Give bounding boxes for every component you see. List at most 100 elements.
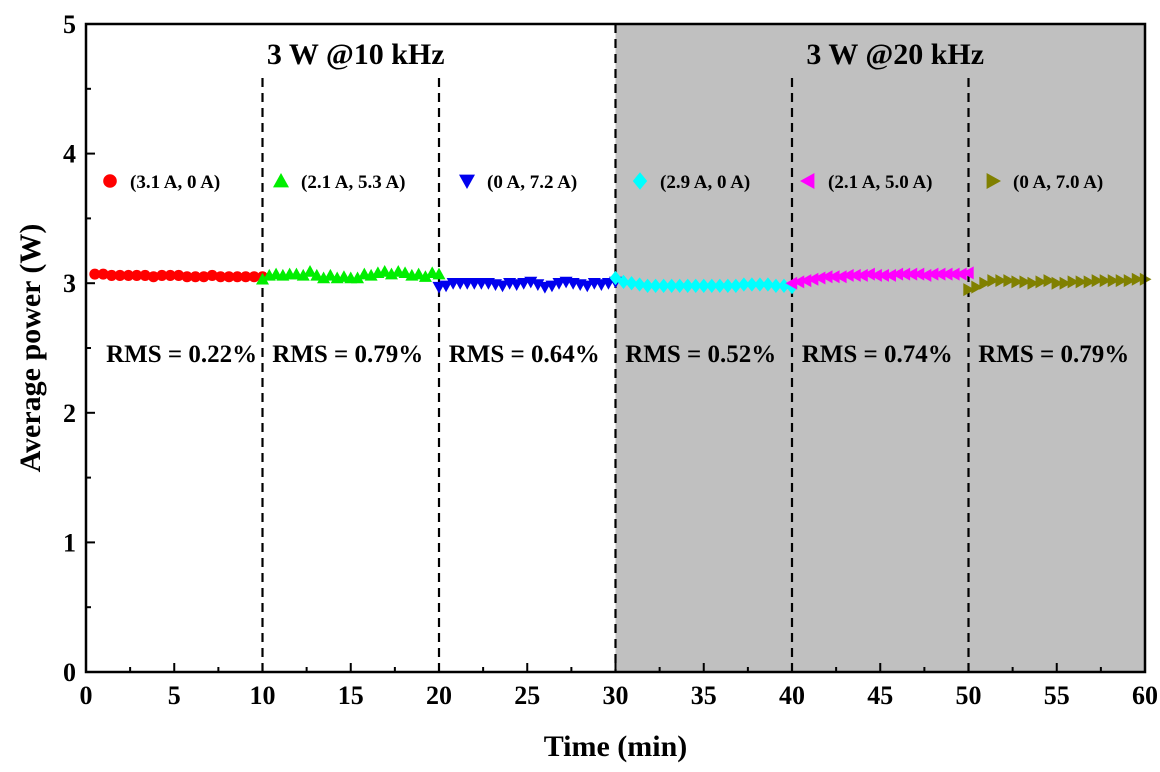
rms-label: RMS = 0.64% (449, 341, 600, 368)
data-point (926, 267, 939, 281)
x-tick-label: 25 (514, 681, 540, 710)
data-point (785, 276, 798, 290)
data-point (1059, 276, 1072, 290)
x-tick-label: 40 (779, 681, 805, 710)
data-point (649, 278, 662, 293)
data-point (439, 280, 453, 293)
data-point (820, 270, 833, 284)
data-point (412, 267, 426, 280)
data-point (987, 274, 1000, 288)
x-tick-label: 60 (1132, 681, 1158, 710)
data-point (1051, 276, 1064, 290)
data-point (962, 266, 974, 280)
data-point (1067, 275, 1080, 289)
data-point (1035, 275, 1048, 289)
data-point (940, 267, 953, 281)
data-point (673, 278, 686, 293)
legend-label: (2.1 A, 5.3 A) (301, 172, 406, 193)
data-point (296, 268, 310, 281)
data-point (1027, 276, 1040, 290)
shaded-region-20khz (615, 24, 1145, 672)
data-point (799, 274, 812, 288)
x-tick-label: 15 (338, 681, 364, 710)
y-tick-label: 5 (63, 10, 76, 39)
rms-label: RMS = 0.79% (978, 341, 1129, 368)
legend-marker (273, 173, 289, 188)
legend-marker (103, 174, 117, 188)
x-tick-label: 5 (168, 681, 181, 710)
x-axis-title: Time (min) (544, 730, 688, 763)
x-tick-label: 35 (691, 681, 717, 710)
y-axis-title: Average power (W) (14, 224, 47, 473)
y-tick-label: 1 (63, 528, 76, 557)
data-point (713, 278, 726, 293)
data-point (762, 277, 774, 292)
data-point (240, 271, 252, 283)
legend-label: (2.1 A, 5.0 A) (828, 172, 933, 193)
x-tick-label: 30 (603, 681, 629, 710)
region-title: 3 W @10 kHz (267, 38, 445, 71)
data-point (323, 268, 337, 281)
data-point (496, 280, 510, 293)
data-point (1075, 275, 1088, 289)
data-point (206, 269, 218, 281)
data-point (164, 269, 176, 281)
x-tick-label: 0 (80, 681, 93, 710)
data-point (131, 269, 143, 281)
x-tick-label: 50 (956, 681, 982, 710)
data-point (114, 269, 126, 281)
data-point (147, 271, 160, 283)
legend-marker (632, 172, 648, 190)
data-point (181, 271, 193, 283)
data-point (689, 278, 702, 293)
data-point (877, 268, 889, 282)
data-point (609, 270, 622, 286)
data-point (705, 278, 718, 293)
data-point (156, 269, 168, 281)
data-points (89, 265, 1152, 297)
legend-marker (459, 174, 475, 189)
data-point (215, 271, 227, 283)
data-point (1043, 274, 1056, 288)
y-tick-label: 4 (63, 140, 76, 169)
data-point (746, 277, 758, 292)
region-title: 3 W @20 kHz (806, 38, 984, 71)
data-point (617, 274, 630, 290)
data-point (971, 280, 984, 294)
data-point (1091, 274, 1104, 288)
data-point (954, 267, 967, 281)
data-point (919, 268, 932, 282)
data-point (863, 267, 875, 281)
legend-label: (3.1 A, 0 A) (130, 172, 220, 193)
data-point (173, 269, 185, 281)
rms-label: RMS = 0.22% (106, 341, 257, 368)
data-point (681, 278, 694, 293)
y-tick-label: 2 (63, 399, 76, 428)
data-point (1011, 275, 1024, 289)
data-point (310, 268, 324, 281)
data-point (89, 268, 101, 280)
data-point (418, 270, 432, 282)
data-point (256, 272, 269, 285)
data-point (898, 267, 911, 281)
legend-marker (800, 173, 815, 189)
divider-lines (261, 24, 970, 672)
rms-label: RMS = 0.52% (625, 341, 776, 368)
data-point (378, 265, 392, 277)
data-point (870, 268, 882, 282)
data-point (834, 270, 847, 284)
data-point (778, 278, 790, 293)
data-point (738, 277, 750, 292)
data-point (905, 267, 918, 281)
rms-label: RMS = 0.79% (272, 341, 423, 368)
data-point (912, 267, 925, 281)
data-point (1115, 274, 1128, 288)
data-point (580, 280, 594, 293)
legend-marker (986, 173, 1001, 189)
x-tick-label: 10 (250, 681, 276, 710)
data-point (1107, 274, 1120, 288)
data-point (979, 276, 992, 290)
rms-label: RMS = 0.74% (802, 341, 953, 368)
data-point (963, 283, 975, 297)
data-point (189, 271, 201, 283)
